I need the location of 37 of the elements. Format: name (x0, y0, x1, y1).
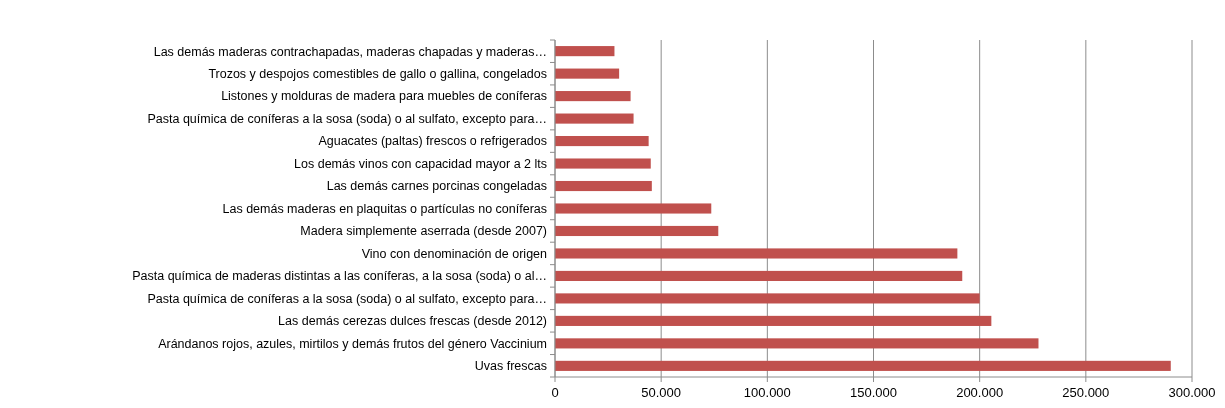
y-tick-label: Las demás maderas en plaquitas o partículas no coníferas (222, 201, 547, 216)
bar (555, 338, 1039, 349)
bar (555, 270, 963, 281)
bar (555, 158, 651, 169)
bar (555, 293, 980, 304)
y-tick-label: Las demás cerezas dulces frescas (desde 2012) (278, 314, 547, 329)
bar (555, 68, 620, 79)
bar (555, 248, 958, 259)
x-tick-label: 0 (551, 385, 559, 400)
x-tick-label: 100.000 (743, 385, 791, 400)
x-tick-label: 200.000 (956, 385, 1004, 400)
y-tick-label: Trozos y despojos comestibles de gallo o gallina, congelados (208, 66, 547, 81)
bar (555, 113, 634, 124)
y-tick-label: Arándanos rojos, azules, mirtilos y demás frutos del género Vaccinium (158, 336, 547, 351)
x-tick-label: 50.000 (641, 385, 682, 400)
y-tick-label: Pasta química de maderas distintas a las coníferas, a la sosa (soda) o al… (132, 269, 547, 284)
y-tick-label: Pasta química de coníferas a la sosa (soda) o al sulfato, excepto para… (147, 111, 547, 126)
y-tick-label: Vino con denominación de origen (361, 246, 548, 261)
y-tick-label: Uvas frescas (474, 359, 547, 374)
y-tick-label: Las demás carnes porcinas congeladas (326, 179, 547, 194)
x-tick-label: 250.000 (1062, 385, 1110, 400)
y-tick-label: Los demás vinos con capacidad mayor a 2 lts (294, 156, 547, 171)
y-tick-label: Listones y molduras de madera para muebles de coníferas (221, 89, 547, 104)
x-tick-label: 150.000 (850, 385, 897, 400)
y-tick-label: Las demás maderas contrachapadas, maderas chapadas y maderas… (153, 44, 547, 59)
bar (555, 360, 1171, 371)
bar (555, 315, 992, 326)
bar (555, 225, 719, 237)
x-tick-label: 300.000 (1168, 385, 1216, 400)
y-tick-label: Aguacates (paltas) frescos o refrigerados (318, 134, 547, 149)
bar (555, 203, 712, 214)
bar (555, 136, 649, 147)
bar (555, 180, 652, 192)
bar (555, 91, 631, 102)
y-tick-label: Madera simplemente aserrada (desde 2007) (300, 224, 547, 239)
bar (555, 46, 615, 57)
y-tick-label: Pasta química de coníferas a la sosa (soda) o al sulfato, excepto para… (147, 291, 547, 306)
